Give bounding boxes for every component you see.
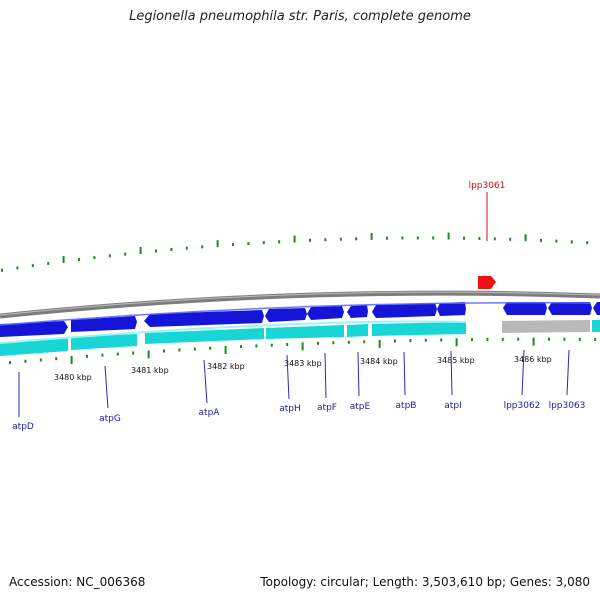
cds-track-segment [347, 324, 368, 337]
scale-label: 3480 kbp [54, 373, 92, 382]
scale-label: 3483 kbp [284, 359, 322, 368]
gene-label-atpB[interactable]: atpB [396, 401, 417, 411]
cds-track-segment [71, 334, 137, 350]
gene-arrow-lpp3063[interactable] [548, 302, 592, 315]
outer-tick-marks [1, 232, 589, 272]
gene-arrow-highlight [0, 301, 591, 326]
gene-label-atpH[interactable]: atpH [279, 404, 301, 414]
scale-label: 3485 kbp [437, 356, 475, 365]
gene-arrow-partial[interactable] [593, 302, 600, 315]
scale-label: 3482 kbp [207, 362, 245, 371]
scale-label: 3484 kbp [360, 357, 398, 366]
cds-track-segment [145, 328, 264, 344]
gene-label-atpI[interactable]: atpI [444, 401, 461, 411]
gene-label-atpE[interactable]: atpE [350, 402, 371, 412]
feature-label-lpp3061[interactable]: lpp3061 [469, 181, 506, 191]
gene-arrow-atpI[interactable] [437, 302, 466, 316]
gene-arrow-atpB[interactable] [372, 303, 437, 318]
gene-arrow-lpp3062[interactable] [503, 302, 547, 315]
gene-label-lpp3062[interactable]: lpp3062 [504, 401, 541, 411]
genome-backbone [0, 290, 600, 319]
scale-label: 3481 kbp [131, 366, 169, 375]
genome-backbone-highlight [0, 291, 600, 316]
gene-arrow-atpE[interactable] [347, 305, 368, 318]
accession-text: Accession: NC_006368 [9, 575, 146, 589]
gene-arrow-atpH[interactable] [265, 308, 307, 322]
cds-track-segment [266, 325, 344, 339]
gene-arrow-atpF[interactable] [307, 306, 344, 320]
map-title: Legionella pneumophila str. Paris, compl… [129, 9, 471, 24]
gene-label-lines [18, 349, 570, 417]
cds-track-highlight [0, 320, 467, 344]
genome-stats-text: Topology: circular; Length: 3,503,610 bp… [260, 575, 590, 589]
gene-label-atpD[interactable]: atpD [12, 422, 34, 432]
cds-track-segment-hypothetical [502, 320, 590, 333]
gene-label-atpA[interactable]: atpA [199, 408, 221, 418]
gene-arrow-atpD[interactable] [0, 321, 68, 337]
feature-arrow-lpp3061[interactable] [478, 276, 496, 289]
gene-arrow-atpG[interactable] [71, 316, 137, 332]
gene-label-atpG[interactable]: atpG [99, 414, 121, 424]
gene-arrow-atpA[interactable] [144, 310, 264, 327]
cds-track-segment [372, 322, 466, 336]
gene-label-atpF[interactable]: atpF [317, 403, 337, 413]
gene-label-lpp3063[interactable]: lpp3063 [549, 401, 586, 411]
cds-track-segment [592, 320, 600, 332]
scale-label: 3486 kbp [514, 355, 552, 364]
inner-tick-marks [9, 337, 597, 365]
